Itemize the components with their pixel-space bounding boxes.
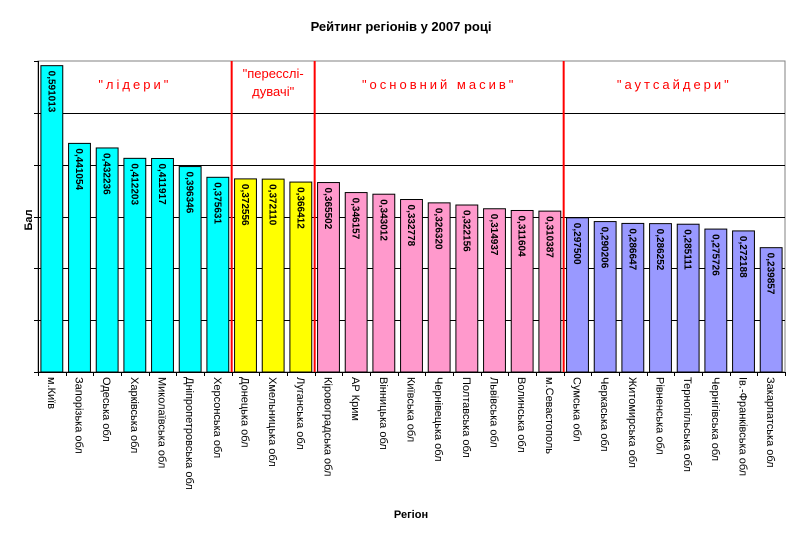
category-label: Дніпропетровська обл [183,377,195,490]
category-label: Вінницька обл [377,377,389,450]
data-label: 0,285111 [682,229,693,270]
bar [206,176,230,373]
data-label: 0,346157 [350,198,361,240]
y-axis-label: Бал [23,209,35,230]
category-label: Житомирська обл [626,377,638,468]
chart-title: Рейтинг регіонів у 2007 році [311,19,492,34]
category-label: м.Київ [45,377,57,409]
category-label: Сумська обл [571,377,583,442]
bar [289,181,313,373]
data-label: 0,310387 [543,216,554,258]
bar [344,192,368,373]
category-label: Ів.-Франківська обл [737,377,749,476]
bar [178,166,202,373]
bar [759,247,783,373]
bar [732,230,755,373]
data-label: 0,297500 [571,223,582,265]
bar [483,208,506,373]
data-label: 0,311604 [516,215,527,257]
category-label: Чернігівська обл [709,377,721,461]
data-label: 0,286252 [654,229,665,271]
bar [151,157,174,373]
bar [68,142,91,373]
group-label: "лідери" [98,77,171,92]
x-axis-label: Регіон [394,509,428,521]
category-label: Львівська обл [488,377,500,448]
data-label: 0,412203 [128,163,139,205]
category-label: Чернівецька обл [432,377,444,462]
bar [317,182,340,373]
data-label: 0,343012 [377,199,388,241]
category-label: м.Севастополь [543,377,555,454]
data-label: 0,432236 [101,153,112,195]
bar [621,222,645,373]
data-label: 0,239857 [765,253,776,295]
bar [234,178,257,373]
category-label: Полтавська обл [460,377,472,458]
data-label: 0,314937 [488,214,499,256]
category-label: Волинська обл [515,377,527,453]
bar [566,217,589,373]
category-label: Рівненська обл [654,377,666,455]
category-label: АР Крим [349,377,361,421]
category-label: Хмельницька обл [266,377,278,467]
bar [40,65,64,373]
data-label: 0,332778 [405,205,416,247]
category-label: Київська обл [405,377,417,442]
data-label: 0,286647 [626,228,637,270]
bar [510,209,534,373]
data-label: 0,375631 [211,182,222,224]
bar [455,204,479,373]
category-label: Херсонська обл [211,377,223,458]
data-label: 0,411917 [156,163,167,205]
bar [261,178,285,373]
data-label: 0,366412 [294,187,305,229]
bar [400,199,423,373]
group-label-line1: "пересслі- [243,66,304,81]
group-label: "основний масив" [362,77,516,92]
data-label: 0,591013 [45,71,56,113]
data-label: 0,372556 [239,184,250,226]
group-label: "аутсайдери" [617,77,732,92]
category-label: Харківська обл [128,377,140,453]
category-label: Закарпатська обл [764,377,776,468]
group-label-line2: дувачі" [252,84,294,99]
bar [538,210,562,373]
category-label: Кіровоградська обл [322,377,334,476]
bar [676,223,700,373]
bar [372,193,396,373]
bar [95,147,119,373]
data-label: 0,326320 [433,208,444,250]
category-label: Луганська обл [294,377,306,450]
data-label: 0,365502 [322,188,333,230]
category-label: Черкаська обл [598,377,610,452]
category-label: Тернопільська обл [681,377,693,472]
bar [123,157,147,373]
bar [649,223,672,373]
data-label: 0,290206 [599,227,610,269]
category-label: Донецька обл [239,377,251,448]
bar [593,221,617,373]
data-label: 0,396346 [184,172,195,214]
data-label: 0,272188 [737,236,748,278]
data-label: 0,372110 [267,184,278,226]
category-label: Миколаївська обл [156,377,168,468]
data-label: 0,275726 [709,234,720,276]
category-label: Одеська обл [100,377,112,442]
bar [704,228,728,373]
data-label: 0,441054 [73,148,84,190]
category-label: Запорізька обл [73,377,85,454]
data-label: 0,322156 [460,210,471,252]
plot-area: 0,591013 м.Київ 0,441054 Запорізька обл 0,43… [34,60,786,490]
bar [427,202,451,373]
